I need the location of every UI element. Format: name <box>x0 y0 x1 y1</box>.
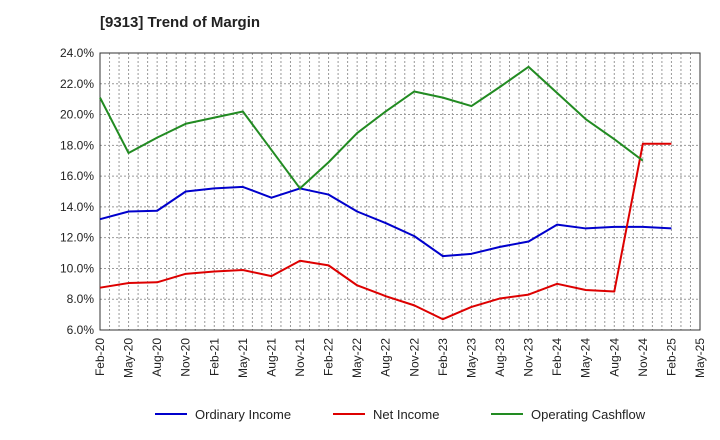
x-tick-label: May-23 <box>464 338 478 378</box>
x-tick-label: Nov-20 <box>179 338 193 377</box>
x-tick-label: Nov-23 <box>522 338 536 377</box>
x-tick-label: May-24 <box>579 338 593 378</box>
y-tick-label: 6.0% <box>67 323 95 337</box>
legend-label: Operating Cashflow <box>531 407 646 422</box>
x-tick-label: Feb-22 <box>322 338 336 376</box>
x-tick-label: Aug-20 <box>150 338 164 377</box>
x-tick-label: Feb-20 <box>93 338 107 376</box>
y-tick-label: 10.0% <box>60 261 94 275</box>
y-tick-label: 20.0% <box>60 108 94 122</box>
x-tick-label: Feb-25 <box>664 338 678 376</box>
chart-title: [9313] Trend of Margin <box>100 14 261 31</box>
plot-area <box>100 53 700 330</box>
x-tick-label: Aug-22 <box>379 338 393 377</box>
x-tick-label: May-22 <box>350 338 364 378</box>
series-line-ordinary-income <box>99 185 672 258</box>
x-tick-label: May-20 <box>122 338 136 378</box>
x-tick-label: May-25 <box>693 338 707 378</box>
y-tick-label: 16.0% <box>60 169 94 183</box>
x-tick-label: Nov-22 <box>407 338 421 377</box>
x-tick-label: Aug-24 <box>607 338 621 377</box>
y-tick-label: 14.0% <box>60 200 94 214</box>
y-tick-label: 8.0% <box>67 292 95 306</box>
y-tick-label: 12.0% <box>60 231 94 245</box>
x-tick-label: May-21 <box>236 338 250 378</box>
y-tick-label: 18.0% <box>60 138 94 152</box>
x-tick-label: Aug-21 <box>264 338 278 377</box>
x-tick-label: Feb-24 <box>550 338 564 376</box>
series-line-net-income <box>99 142 672 321</box>
y-tick-label: 22.0% <box>60 77 94 91</box>
legend-label: Ordinary Income <box>195 407 291 422</box>
x-tick-label: Nov-21 <box>293 338 307 377</box>
x-tick-label: Nov-24 <box>636 338 650 377</box>
x-tick-label: Aug-23 <box>493 338 507 377</box>
legend-label: Net Income <box>373 407 439 422</box>
y-tick-label: 24.0% <box>60 46 94 60</box>
series-line-operating-cashflow <box>99 65 644 190</box>
x-tick-label: Feb-21 <box>207 338 221 376</box>
x-tick-label: Feb-23 <box>436 338 450 376</box>
plot-frame <box>99 52 701 331</box>
